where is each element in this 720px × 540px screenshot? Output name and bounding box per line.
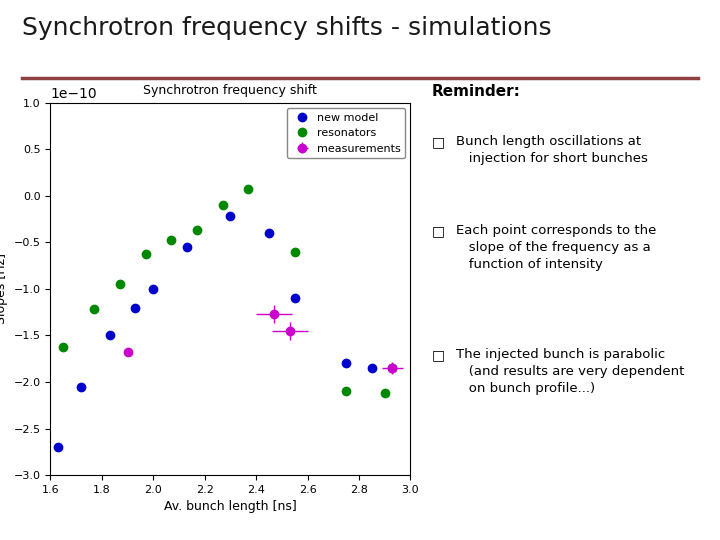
- resonators: [115, 281, 124, 287]
- new model: [54, 444, 63, 450]
- resonators: [59, 343, 68, 350]
- new model: [367, 365, 376, 372]
- resonators: [141, 250, 150, 256]
- resonators: [193, 227, 202, 233]
- resonators: [167, 237, 176, 243]
- new model: [131, 304, 140, 310]
- new model: [105, 332, 114, 339]
- resonators: [244, 186, 253, 192]
- Text: □: □: [432, 224, 445, 238]
- Text: Bunch length oscillations at
   injection for short bunches: Bunch length oscillations at injection f…: [456, 135, 647, 165]
- Legend: new model, resonators, measurements: new model, resonators, measurements: [287, 108, 405, 158]
- X-axis label: Av. bunch length [ns]: Av. bunch length [ns]: [164, 501, 297, 514]
- Text: □: □: [432, 348, 445, 362]
- resonators: [90, 306, 99, 313]
- Text: Each point corresponds to the
   slope of the frequency as a
   function of inte: Each point corresponds to the slope of t…: [456, 224, 656, 271]
- Text: Synchrotron frequency shifts - simulations: Synchrotron frequency shifts - simulatio…: [22, 16, 552, 40]
- new model: [77, 383, 86, 390]
- new model: [388, 365, 397, 372]
- Line: resonators: resonators: [59, 185, 389, 397]
- new model: [265, 230, 274, 237]
- resonators: [342, 388, 351, 395]
- Text: The injected bunch is parabolic
   (and results are very dependent
   on bunch p: The injected bunch is parabolic (and res…: [456, 348, 684, 395]
- Text: Reminder:: Reminder:: [432, 84, 521, 99]
- Y-axis label: Slopes [Hz]: Slopes [Hz]: [0, 253, 8, 325]
- Text: □: □: [432, 135, 445, 149]
- new model: [226, 213, 235, 219]
- Title: Synchrotron frequency shift: Synchrotron frequency shift: [143, 84, 318, 97]
- resonators: [218, 202, 227, 208]
- resonators: [290, 248, 299, 255]
- new model: [182, 244, 191, 250]
- new model: [342, 360, 351, 367]
- new model: [149, 286, 158, 292]
- new model: [290, 295, 299, 301]
- Line: new model: new model: [54, 212, 397, 451]
- resonators: [380, 390, 389, 396]
